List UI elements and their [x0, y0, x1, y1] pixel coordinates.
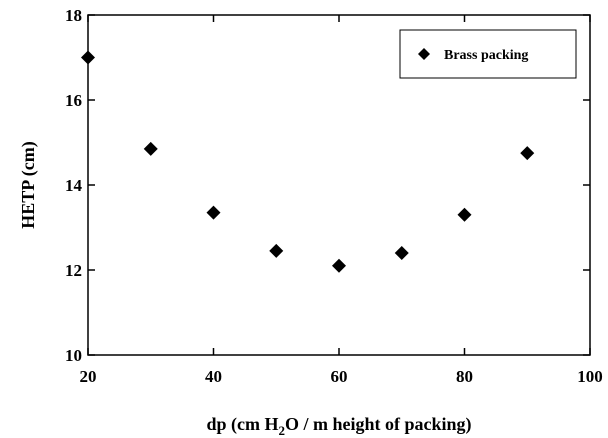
scatter-point [394, 246, 409, 260]
scatter-point [520, 146, 535, 161]
scatter-point [457, 207, 472, 222]
y-tick-label: 12 [65, 261, 82, 280]
scatter-point [332, 258, 346, 273]
x-axis-title: dp (cm H2O / m height of packing) [206, 414, 471, 438]
scatter-point [269, 243, 284, 258]
x-tick-label: 60 [331, 367, 348, 386]
y-tick-label: 18 [65, 6, 82, 25]
x-tick-label: 40 [205, 367, 222, 386]
scatter-point [81, 50, 95, 65]
x-axis-title-part: O / m height of packing) [285, 414, 472, 435]
scatter-point [143, 141, 158, 156]
y-axis-title: HETP (cm) [18, 141, 39, 229]
x-tick-label: 80 [456, 367, 473, 386]
x-tick-label: 100 [577, 367, 603, 386]
x-axis-title-part: dp (cm H [206, 414, 278, 435]
scatter-point [206, 205, 221, 220]
y-tick-label: 14 [65, 176, 83, 195]
x-tick-label: 20 [80, 367, 97, 386]
y-tick-label: 10 [65, 346, 82, 365]
legend-marker [418, 48, 430, 60]
legend-label: Brass packing [444, 48, 528, 63]
x-axis-title-subscript: 2 [278, 423, 285, 438]
y-tick-label: 16 [65, 91, 82, 110]
